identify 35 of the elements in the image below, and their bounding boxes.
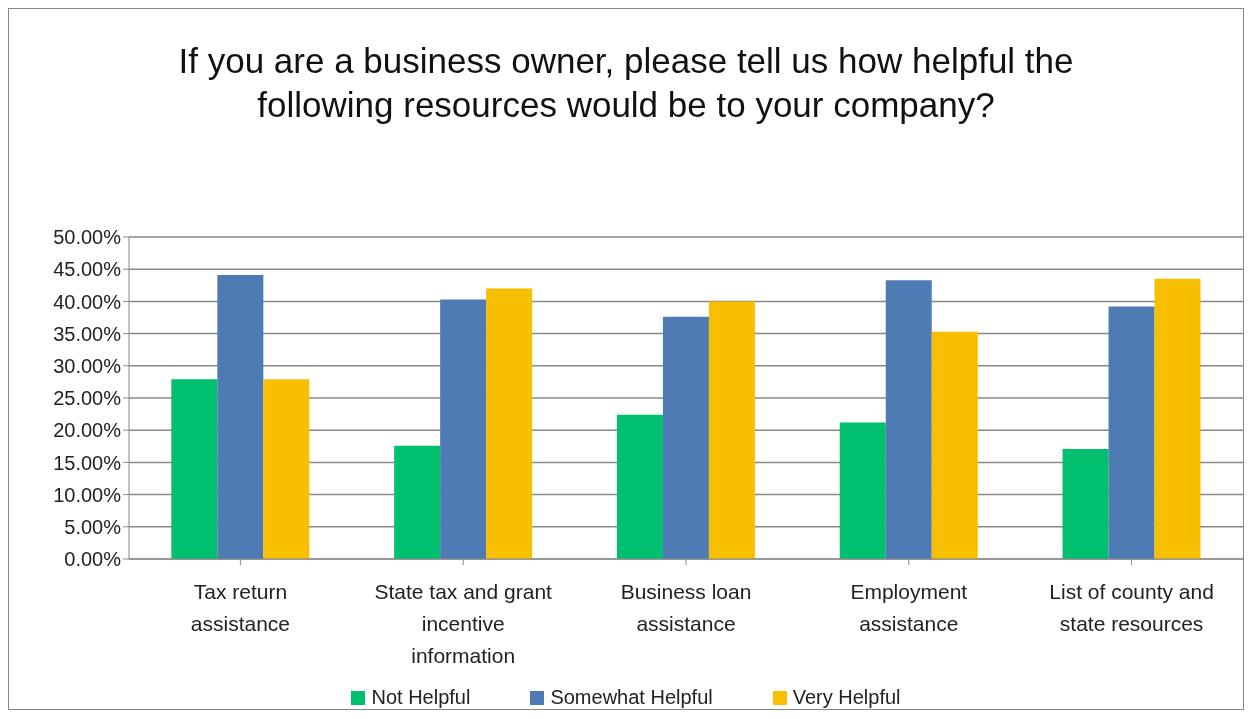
bar <box>616 414 663 559</box>
bar <box>217 275 264 559</box>
y-tick-label: 0.00% <box>64 548 122 571</box>
y-tick-label: 15.00% <box>53 451 122 474</box>
y-tick-label: 50.00% <box>53 226 122 249</box>
y-tick-label: 10.00% <box>53 483 122 506</box>
bar <box>1062 448 1109 559</box>
legend-label: Very Helpful <box>792 686 901 709</box>
bar <box>486 288 533 559</box>
y-tick-label: 45.00% <box>53 258 122 281</box>
bar <box>1154 278 1201 559</box>
bar <box>394 445 441 559</box>
legend-label: Not Helpful <box>371 686 471 709</box>
bar <box>839 422 886 559</box>
y-tick-label: 20.00% <box>53 419 122 442</box>
y-tick-label: 35.00% <box>53 322 122 345</box>
y-tick-label: 25.00% <box>53 387 122 410</box>
x-tick-label: State tax and grant incentive information <box>374 580 553 667</box>
y-tick-label: 40.00% <box>53 290 122 313</box>
x-tick-label: Tax return assistance <box>190 580 291 635</box>
bar <box>263 379 310 559</box>
bar <box>885 280 932 559</box>
x-tick-label: List of county and state resources <box>1049 580 1214 635</box>
chart-title: If you are a business owner, please tell us how helpful the following resources would be to your company? <box>177 40 1075 126</box>
bar <box>931 331 978 559</box>
x-tick-label: Employment assistance <box>850 580 968 635</box>
bar <box>1108 306 1155 559</box>
bar <box>171 379 218 559</box>
y-tick-label: 30.00% <box>53 354 122 377</box>
x-tick-label: Business loan assistance <box>620 580 752 635</box>
legend-label: Somewhat Helpful <box>550 686 713 709</box>
bar <box>662 316 709 559</box>
y-tick-label: 5.00% <box>64 515 122 538</box>
bar <box>440 299 487 559</box>
bar <box>708 301 755 559</box>
